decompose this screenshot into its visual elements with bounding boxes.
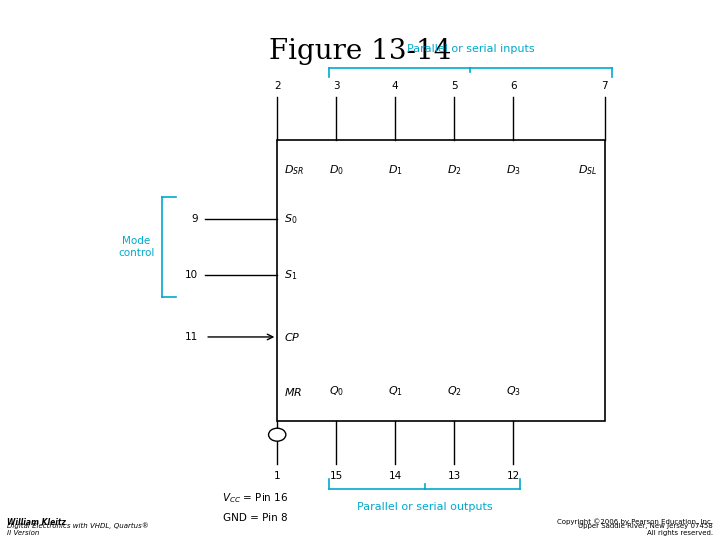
Text: $CP$: $CP$ <box>284 331 301 343</box>
Text: $D_0$: $D_0$ <box>329 163 343 177</box>
Text: Figure 13-14: Figure 13-14 <box>269 38 451 65</box>
Text: 7: 7 <box>601 80 608 91</box>
Text: $S_0$: $S_0$ <box>284 212 298 226</box>
Text: 5: 5 <box>451 80 457 91</box>
Text: 13: 13 <box>447 471 461 481</box>
Text: 4: 4 <box>392 80 398 91</box>
Text: 2: 2 <box>274 80 281 91</box>
Text: William Kleitz: William Kleitz <box>7 518 66 528</box>
Text: $Q_1$: $Q_1$ <box>387 384 402 399</box>
Text: $V_{CC}$ = Pin 16: $V_{CC}$ = Pin 16 <box>222 491 289 505</box>
Circle shape <box>269 428 286 441</box>
Text: $Q_3$: $Q_3$ <box>505 384 521 399</box>
FancyBboxPatch shape <box>277 140 605 421</box>
Text: Parallel or serial inputs: Parallel or serial inputs <box>407 44 534 54</box>
Text: $D_1$: $D_1$ <box>388 163 402 177</box>
Text: All rights reserved.: All rights reserved. <box>647 530 713 536</box>
Text: $S_1$: $S_1$ <box>284 268 297 282</box>
Text: Mode
control: Mode control <box>118 237 155 258</box>
Text: 11: 11 <box>185 332 198 342</box>
Text: 14: 14 <box>389 471 402 481</box>
Text: $D_{SL}$: $D_{SL}$ <box>578 163 598 177</box>
Text: $Q_0$: $Q_0$ <box>328 384 343 399</box>
Text: 15: 15 <box>330 471 343 481</box>
Text: II Version: II Version <box>7 530 40 536</box>
Text: $D_2$: $D_2$ <box>446 163 462 177</box>
Text: $MR$: $MR$ <box>284 386 302 397</box>
Text: Digital Electronics with VHDL, Quartus®: Digital Electronics with VHDL, Quartus® <box>7 523 149 529</box>
Text: 10: 10 <box>185 270 198 280</box>
Text: 9: 9 <box>192 214 198 224</box>
Text: $D_3$: $D_3$ <box>505 163 521 177</box>
Text: Upper Saddle River, New Jersey 07458: Upper Saddle River, New Jersey 07458 <box>578 523 713 529</box>
Text: $Q_2$: $Q_2$ <box>446 384 462 399</box>
Text: Copyright ©2006 by Pearson Education, Inc.: Copyright ©2006 by Pearson Education, In… <box>557 518 713 525</box>
Text: 6: 6 <box>510 80 516 91</box>
Text: 12: 12 <box>506 471 520 481</box>
Text: 3: 3 <box>333 80 340 91</box>
Text: GND = Pin 8: GND = Pin 8 <box>223 513 288 523</box>
Text: Parallel or serial outputs: Parallel or serial outputs <box>357 502 492 512</box>
Text: $D_{SR}$: $D_{SR}$ <box>284 163 305 177</box>
Text: 1: 1 <box>274 471 281 481</box>
